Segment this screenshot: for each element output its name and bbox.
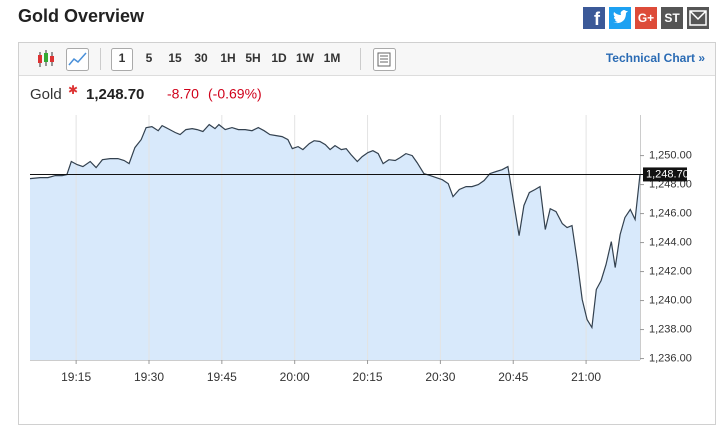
x-tick-label: 19:30 — [134, 370, 164, 384]
x-tick-label: 20:30 — [425, 370, 455, 384]
page-title: Gold Overview — [18, 6, 145, 26]
interval-button[interactable]: 1D — [271, 51, 287, 65]
line-chart-icon — [68, 52, 87, 66]
indicators-icon — [377, 52, 391, 67]
price-change-percent: (-0.69%) — [208, 86, 262, 102]
y-tick-label: 1,236.00 — [649, 352, 692, 364]
google-plus-icon: G+ — [638, 11, 654, 25]
stocktwits-icon: ST — [664, 11, 680, 25]
facebook-icon: f — [594, 9, 601, 29]
interval-button[interactable]: 5H — [245, 51, 260, 65]
stocktwits-button[interactable] — [661, 7, 683, 29]
instrument-name: Gold — [30, 86, 62, 103]
interval-button[interactable]: 1M — [324, 51, 341, 65]
technical-chart-link[interactable]: Technical Chart » — [606, 51, 705, 65]
line-chart-button[interactable] — [66, 48, 89, 71]
y-tick-label: 1,242.00 — [649, 265, 692, 277]
price-area — [30, 124, 640, 360]
interval-button[interactable]: 1W — [296, 51, 315, 65]
last-price-tag-label: 1,248.70 — [646, 168, 689, 180]
toolbar — [19, 43, 715, 75]
y-tick-label: 1,250.00 — [649, 149, 692, 161]
change-indicator: ✱ — [68, 83, 78, 97]
interval-button[interactable]: 30 — [194, 51, 208, 65]
y-tick-label: 1,238.00 — [649, 323, 692, 335]
interval-selected — [111, 48, 133, 71]
interval-button[interactable]: 5 — [146, 51, 153, 65]
price-change: -8.70 — [167, 86, 199, 102]
interval-button[interactable]: 1 — [119, 51, 126, 65]
x-tick-label: 20:00 — [280, 370, 310, 384]
twitter-icon — [613, 10, 628, 24]
interval-button[interactable]: 1H — [220, 51, 235, 65]
x-tick-label: 19:15 — [61, 370, 91, 384]
y-tick-label: 1,248.00 — [649, 178, 692, 190]
share-buttons: f G+ ST — [583, 7, 709, 29]
x-tick-label: 19:45 — [207, 370, 237, 384]
candlestick-button[interactable] — [38, 50, 54, 67]
last-price: 1,248.70 — [86, 86, 144, 103]
x-tick-label: 21:00 — [571, 370, 601, 384]
price-line — [29, 123, 641, 330]
x-tick-label: 20:45 — [498, 370, 528, 384]
price-chart: investing.com1,236.001,238.001,240.001,2… — [29, 115, 692, 384]
y-tick-label: 1,240.00 — [649, 294, 692, 306]
y-tick-label: 1,246.00 — [649, 207, 692, 219]
email-icon — [689, 10, 707, 26]
last-price-tag — [643, 167, 687, 182]
google-plus-button[interactable] — [635, 7, 657, 29]
y-tick-label: 1,244.00 — [649, 236, 692, 248]
interval-button[interactable]: 15 — [168, 51, 182, 65]
x-tick-label: 20:15 — [353, 370, 383, 384]
facebook-button[interactable] — [583, 7, 605, 29]
